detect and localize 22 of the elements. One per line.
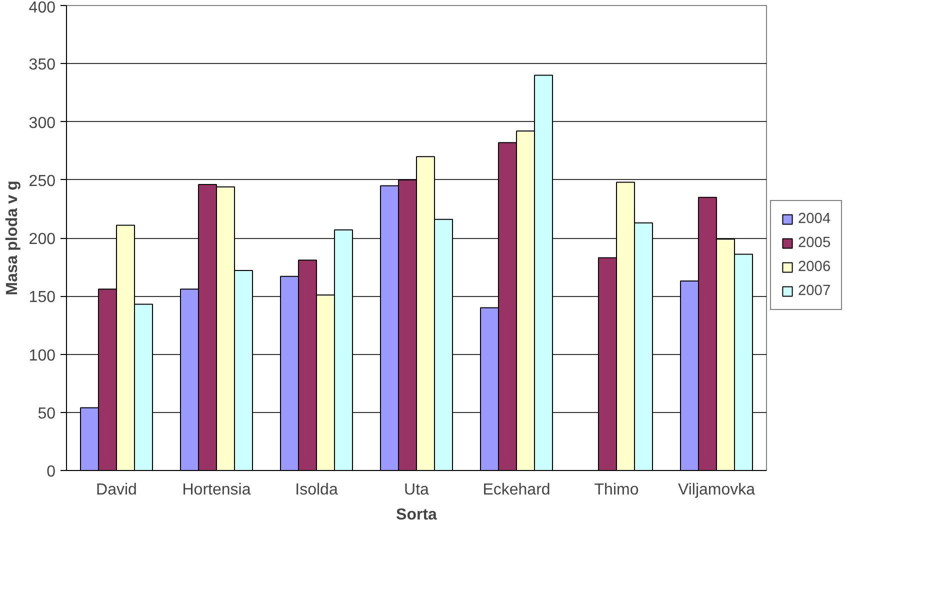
y-tick-label: 200 (28, 231, 56, 248)
y-tick-label: 0 (46, 464, 56, 480)
y-tick-label: 50 (38, 405, 56, 422)
y-tick-label: 100 (28, 347, 56, 364)
y-tick-label: 350 (28, 56, 56, 74)
y-tick-label: 400 (28, 0, 56, 16)
x-tick-label: Eckehard (482, 482, 550, 498)
legend-label: 2007 (798, 283, 831, 299)
legend-label: 2004 (798, 211, 831, 227)
x-tick-label: Thimo (594, 482, 639, 498)
x-tick-label: Viljamovka (678, 482, 756, 498)
y-axis-title: Masa ploda v g (4, 180, 21, 296)
x-tick-label: Isolda (295, 482, 338, 498)
x-axis-title: Sorta (396, 506, 438, 524)
legend-label: 2005 (798, 235, 831, 251)
y-tick-label: 250 (28, 172, 56, 190)
legend-label: 2006 (798, 259, 831, 275)
x-tick-label: Hortensia (182, 482, 251, 498)
y-tick-label: 300 (28, 114, 56, 132)
y-tick-label: 150 (28, 289, 56, 306)
x-tick-label: Uta (404, 482, 430, 498)
x-tick-label: David (96, 482, 137, 498)
